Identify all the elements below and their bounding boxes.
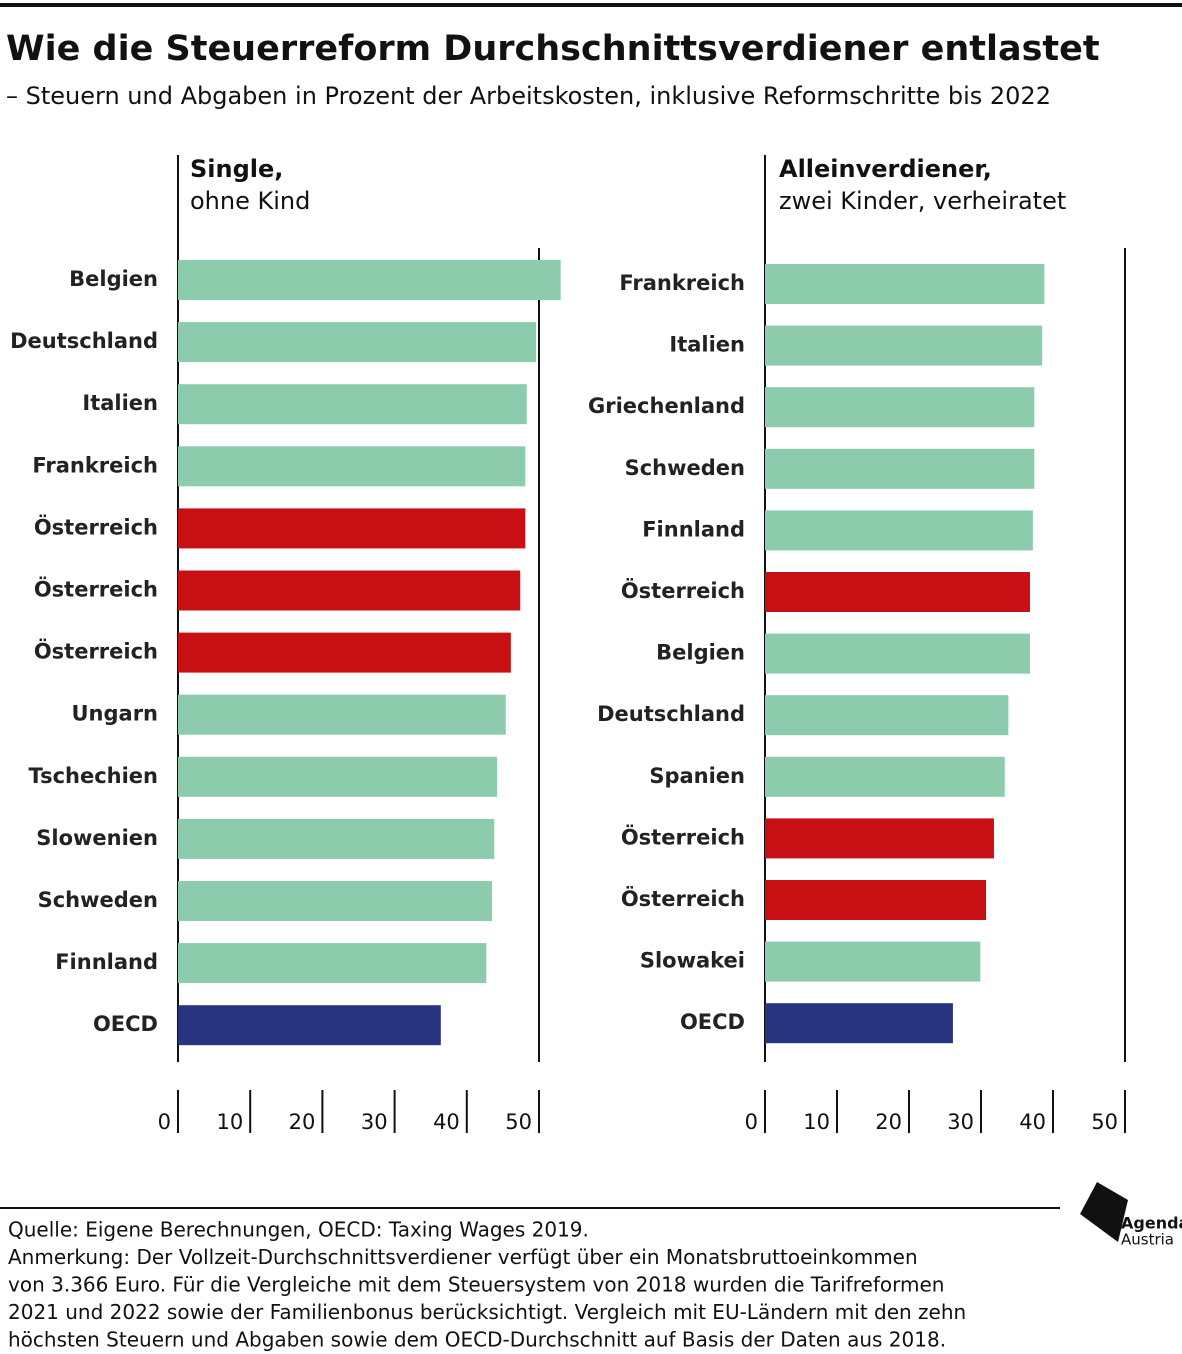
category-label: Schweden (38, 888, 158, 912)
x-tick-label: 10 (216, 1110, 243, 1134)
bar (765, 264, 1045, 304)
bar (178, 943, 487, 984)
x-tick-label: 20 (289, 1110, 316, 1134)
category-label: OECD (93, 1012, 158, 1036)
bar (178, 322, 537, 363)
category-label: Italien (669, 333, 745, 357)
bar (178, 818, 495, 859)
top-rule (0, 3, 1182, 7)
bar (765, 633, 1030, 674)
bar (178, 881, 493, 921)
bar (765, 818, 994, 859)
bar (765, 756, 1005, 797)
bar (178, 694, 506, 735)
bar (178, 508, 526, 549)
category-label: Belgien (69, 267, 158, 291)
category-label: Finnland (55, 950, 158, 974)
category-label: Slowenien (36, 826, 158, 850)
chart-title: Wie die Steuerreform Durchschnittsverdie… (6, 29, 1100, 69)
x-tick-label: 30 (947, 1110, 974, 1134)
bar (178, 446, 526, 487)
x-tick-label: 40 (1019, 1110, 1046, 1134)
category-label: Österreich (621, 578, 745, 603)
panel-subtitle: ohne Kind (190, 187, 310, 215)
x-tick-label: 20 (875, 1110, 902, 1134)
bar (765, 1003, 953, 1044)
bar (178, 260, 561, 300)
category-label: Deutschland (10, 329, 158, 353)
bar (178, 1005, 441, 1046)
bar (178, 384, 527, 425)
bar (765, 510, 1033, 551)
category-label: Griechenland (588, 394, 745, 418)
x-tick-label: 40 (433, 1110, 460, 1134)
category-label: Italien (82, 391, 158, 415)
category-label: Spanien (649, 764, 745, 788)
panel-subtitle: zwei Kinder, verheiratet (779, 187, 1066, 215)
category-label: Ungarn (71, 702, 158, 726)
footer-text: von 3.366 Euro. Für die Vergleiche mit d… (8, 1273, 944, 1297)
category-label: Schweden (625, 456, 745, 480)
footer-text: höchsten Steuern und Abgaben sowie dem O… (8, 1328, 946, 1352)
category-label: Österreich (621, 886, 745, 911)
logo-mark (1080, 1182, 1128, 1242)
bar (765, 695, 1009, 736)
category-label: Belgien (656, 641, 745, 665)
x-tick-label: 50 (1091, 1110, 1118, 1134)
category-label: Österreich (34, 577, 158, 602)
bar (765, 880, 987, 920)
footer-text: 2021 und 2022 sowie der Familienbonus be… (8, 1300, 966, 1324)
category-label: Frankreich (619, 271, 745, 295)
bar (765, 941, 981, 982)
category-label: Frankreich (32, 453, 158, 477)
category-label: Deutschland (597, 702, 745, 726)
x-tick-label: 0 (158, 1110, 171, 1134)
category-label: Österreich (34, 639, 158, 664)
category-label: Tschechien (29, 764, 158, 788)
footer-text: Quelle: Eigene Berechnungen, OECD: Taxin… (8, 1218, 589, 1242)
bar (178, 756, 498, 797)
panel-title: Single, (190, 155, 283, 183)
bar (765, 387, 1035, 428)
bar (178, 632, 511, 673)
category-label: Slowakei (640, 949, 745, 973)
bar (765, 325, 1043, 366)
logo-text: Agenda (1121, 1214, 1182, 1233)
x-tick-label: 10 (803, 1110, 830, 1134)
bar (178, 570, 521, 611)
category-label: OECD (680, 1010, 745, 1034)
chart-subtitle: – Steuern und Abgaben in Prozent der Arb… (6, 82, 1051, 110)
category-label: Österreich (34, 514, 158, 539)
logo-text: Austria (1121, 1231, 1174, 1249)
bar (765, 572, 1030, 612)
x-tick-label: 50 (505, 1110, 532, 1134)
bar (765, 448, 1035, 489)
x-tick-label: 0 (745, 1110, 758, 1134)
panel-title: Alleinverdiener, (779, 155, 992, 183)
category-label: Österreich (621, 824, 745, 849)
x-tick-label: 30 (361, 1110, 388, 1134)
footer-text: Anmerkung: Der Vollzeit-Durchschnittsver… (8, 1245, 918, 1269)
category-label: Finnland (642, 517, 745, 541)
